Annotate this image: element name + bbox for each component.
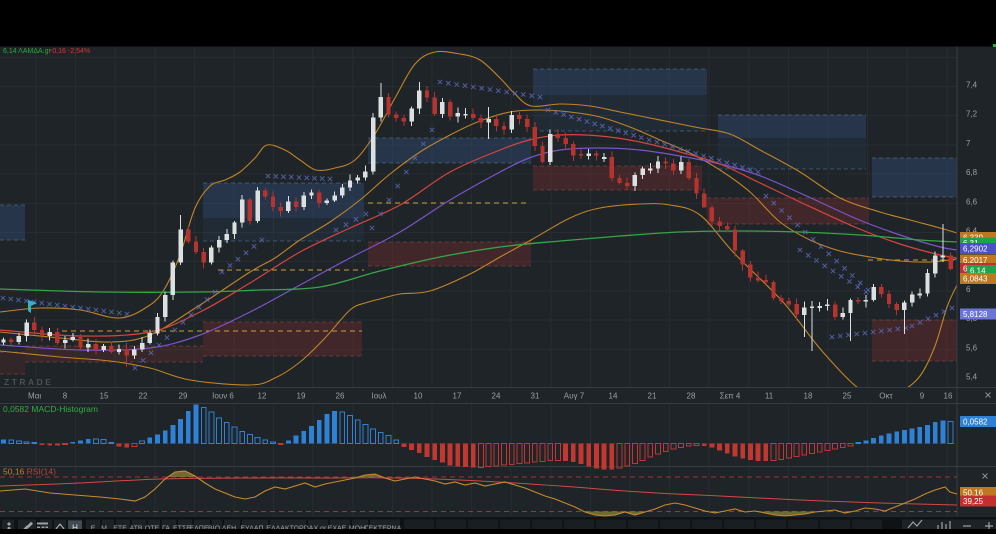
svg-text:26: 26 <box>336 392 345 401</box>
svg-text:6: 6 <box>966 285 971 294</box>
svg-text:Αυγ 7: Αυγ 7 <box>564 392 585 401</box>
svg-text:Ιουν 6: Ιουν 6 <box>212 392 234 401</box>
svg-text:ΜΟΗ: ΜΟΗ <box>349 526 365 530</box>
svg-text:Οκτ: Οκτ <box>879 392 893 401</box>
svg-text:22: 22 <box>139 392 148 401</box>
svg-text:21: 21 <box>648 392 657 401</box>
svg-text:0,0582: 0,0582 <box>963 418 988 427</box>
svg-text:Σεπ 4: Σεπ 4 <box>720 392 741 401</box>
svg-text:50,16 RSI(14): 50,16 RSI(14) <box>3 467 56 477</box>
svg-text:ΓΑ: ΓΑ <box>162 526 170 530</box>
svg-text:ZTRADE: ZTRADE <box>4 377 53 387</box>
svg-text:Η: Η <box>72 524 78 530</box>
svg-text:8: 8 <box>63 392 68 401</box>
svg-text:31: 31 <box>531 392 540 401</box>
svg-text:ΕΛΛΑΚΤΩΡ: ΕΛΛΑΚΤΩΡ <box>266 526 304 530</box>
svg-text:5,8128: 5,8128 <box>963 310 988 319</box>
svg-text:6,0843: 6,0843 <box>963 275 988 284</box>
svg-text:19: 19 <box>297 392 306 401</box>
svg-text:9: 9 <box>920 392 925 401</box>
svg-text:6,4: 6,4 <box>966 227 978 236</box>
svg-text:39,25: 39,25 <box>963 497 984 506</box>
svg-text:6,14 ΛΑΜΔΑ.gr: 6,14 ΛΑΜΔΑ.gr <box>3 48 52 55</box>
svg-text:50,16: 50,16 <box>963 489 984 498</box>
svg-text:7,2: 7,2 <box>966 110 978 119</box>
svg-text:14: 14 <box>609 392 618 401</box>
svg-text:ΕΤΕ: ΕΤΕ <box>113 526 127 530</box>
svg-text:DAX.gr: DAX.gr <box>304 526 327 530</box>
svg-text:ΓΕΚΤΕΡΝΑ: ΓΕΚΤΕΡΝΑ <box>365 526 402 530</box>
svg-text:5,6: 5,6 <box>966 343 978 352</box>
svg-text:ΕΛΠΕ: ΕΛΠΕ <box>189 526 208 530</box>
svg-text:ΕΧΑΕ: ΕΧΑΕ <box>328 526 347 530</box>
svg-text:ΑΤΒ: ΑΤΒ <box>129 526 142 530</box>
svg-text:24: 24 <box>492 392 501 401</box>
svg-text:ΒΙΟ: ΒΙΟ <box>208 526 221 530</box>
svg-text:Μ: Μ <box>101 526 107 530</box>
svg-text:28: 28 <box>687 392 696 401</box>
svg-text:ΟΤΕ: ΟΤΕ <box>145 526 160 530</box>
svg-text:ΕΥΔΑΠ: ΕΥΔΑΠ <box>240 526 263 530</box>
svg-text:12: 12 <box>258 392 267 401</box>
svg-text:6,2902: 6,2902 <box>963 245 988 254</box>
svg-text:ΔΕΗ: ΔΕΗ <box>222 526 236 530</box>
svg-text:7: 7 <box>966 139 971 148</box>
svg-text:25: 25 <box>843 392 852 401</box>
svg-text:29: 29 <box>179 392 188 401</box>
svg-text:15: 15 <box>100 392 109 401</box>
svg-text:Μαι: Μαι <box>28 392 41 401</box>
svg-text:17: 17 <box>453 392 462 401</box>
svg-text:18: 18 <box>804 392 813 401</box>
svg-text:10: 10 <box>414 392 423 401</box>
svg-text:11: 11 <box>765 392 774 401</box>
svg-text:-0,16 -2,54%: -0,16 -2,54% <box>50 48 90 55</box>
svg-text:7,4: 7,4 <box>966 81 978 90</box>
svg-text:6,8: 6,8 <box>966 168 978 177</box>
svg-text:Ε: Ε <box>91 526 96 530</box>
svg-text:0,0582 MACD-Histogram: 0,0582 MACD-Histogram <box>3 404 98 414</box>
svg-text:6,6: 6,6 <box>966 197 978 206</box>
svg-text:5,4: 5,4 <box>966 373 978 382</box>
svg-text:6,2017: 6,2017 <box>963 256 988 265</box>
svg-text:6,14: 6,14 <box>970 267 986 276</box>
svg-text:16: 16 <box>944 392 953 401</box>
svg-text:Ιουλ: Ιουλ <box>371 392 386 401</box>
